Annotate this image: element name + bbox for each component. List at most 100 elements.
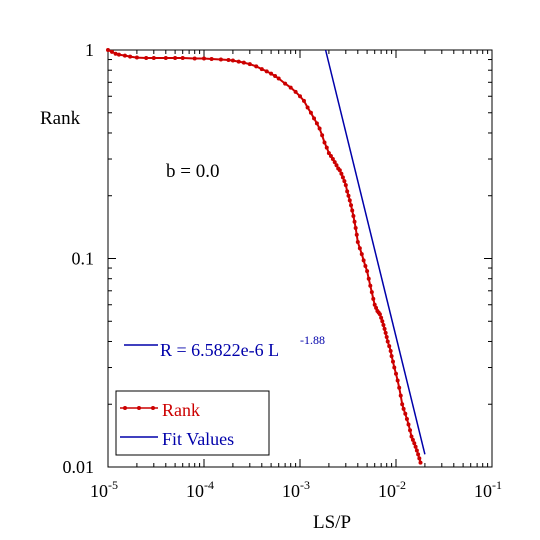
rank-point: [314, 121, 319, 126]
rank-point: [377, 312, 382, 317]
rank-point: [226, 58, 231, 63]
rank-point: [163, 56, 168, 61]
rank-point: [382, 326, 387, 331]
rank-point: [308, 110, 313, 115]
legend-box: [115, 390, 270, 456]
legend-rank-marker-1: [123, 406, 127, 410]
rank-point: [383, 330, 388, 335]
rank-point: [113, 51, 118, 56]
x-axis-label: LS/P: [313, 512, 351, 533]
x-tick-label: 10-4: [186, 478, 214, 501]
rank-point: [412, 441, 417, 446]
rank-point: [395, 378, 400, 383]
rank-point: [259, 67, 264, 72]
rank-point: [390, 359, 395, 364]
rank-point: [353, 226, 358, 231]
rank-point: [330, 157, 335, 162]
rank-point: [349, 203, 354, 208]
rank-point: [322, 140, 327, 145]
rank-point: [254, 64, 259, 69]
rank-point: [305, 105, 310, 110]
rank-point: [264, 69, 269, 74]
rank-point: [122, 53, 127, 58]
rank-point: [276, 76, 281, 81]
rank-point: [414, 448, 419, 453]
rank-point: [241, 60, 246, 65]
rank-point: [109, 49, 114, 54]
rank-point: [202, 56, 206, 61]
axis-ticks: [107, 49, 493, 468]
rank-point: [326, 151, 331, 156]
rank-point: [409, 434, 414, 439]
rank-point: [366, 276, 371, 281]
x-tick-label: 10-1: [474, 478, 502, 501]
rank-point: [151, 56, 156, 61]
b-annotation: b = 0.0: [166, 161, 219, 182]
rank-point: [388, 349, 393, 354]
legend-rank-marker-3: [151, 406, 155, 410]
axis-tick-labels: 10-5 10-4 10-3 10-2 10-1 0.01 0.1 1: [63, 40, 503, 501]
rank-point: [345, 189, 350, 194]
rank-point: [371, 296, 376, 301]
rank-point: [387, 344, 392, 349]
x-tick-label: 10-5: [90, 478, 118, 501]
rank-point: [301, 98, 306, 103]
rank-point: [340, 175, 345, 180]
rank-point: [347, 198, 352, 203]
rank-point: [328, 154, 333, 159]
rank-point: [351, 213, 356, 218]
y-tick-label: 1: [85, 40, 94, 60]
y-axis-label: Rank: [40, 108, 81, 129]
rank-point: [283, 81, 288, 86]
x-tick-label: 10-3: [282, 478, 310, 501]
y-tick-label: 0.1: [72, 249, 95, 269]
rank-point: [218, 57, 223, 62]
rank-point: [363, 264, 368, 269]
rank-point: [381, 322, 386, 327]
rank-point: [418, 460, 423, 465]
rank-point: [416, 452, 421, 457]
rank-point: [312, 116, 317, 121]
rank-point: [374, 305, 379, 310]
rank-point: [398, 393, 403, 398]
rank-point: [247, 62, 252, 67]
rank-point: [209, 57, 214, 62]
rank-point: [403, 411, 408, 416]
fit-values-line: [324, 49, 426, 455]
rank-point: [417, 456, 422, 461]
rank-point: [365, 269, 370, 274]
legend-rank-label: Rank: [162, 400, 200, 420]
rank-point: [317, 126, 322, 131]
rank-point: [288, 85, 293, 90]
rank-point: [298, 94, 302, 99]
x-tick-label: 10-2: [378, 478, 406, 501]
rank-point: [339, 171, 344, 176]
rank-point: [128, 54, 133, 59]
rank-point: [192, 56, 197, 61]
rank-point: [144, 56, 149, 61]
rank-point: [332, 160, 337, 165]
series-layer: [106, 48, 426, 465]
rank-point: [236, 59, 241, 64]
rank-point: [369, 290, 374, 295]
rank-point: [410, 437, 415, 442]
fit-equation-exponent: -1.88: [300, 333, 325, 347]
rank-point: [230, 58, 235, 63]
rank-point: [173, 56, 178, 61]
rank-point: [385, 339, 390, 344]
rank-point: [180, 56, 185, 61]
rank-point: [320, 133, 325, 138]
rank-point: [334, 163, 339, 168]
fit-equation: R = 6.5822e-6 L -1.88: [124, 333, 325, 360]
legend-fit-label: Fit Values: [162, 429, 234, 449]
rank-point: [406, 422, 411, 427]
rank-point: [361, 258, 366, 263]
rank-point: [342, 179, 347, 184]
legend-rank-marker-2: [137, 406, 141, 410]
rank-point: [355, 239, 360, 244]
legend: Rank Fit Values: [115, 390, 270, 456]
rank-point: [394, 371, 398, 376]
rank-point: [408, 428, 413, 433]
fit-equation-text: R = 6.5822e-6 L: [160, 340, 279, 360]
